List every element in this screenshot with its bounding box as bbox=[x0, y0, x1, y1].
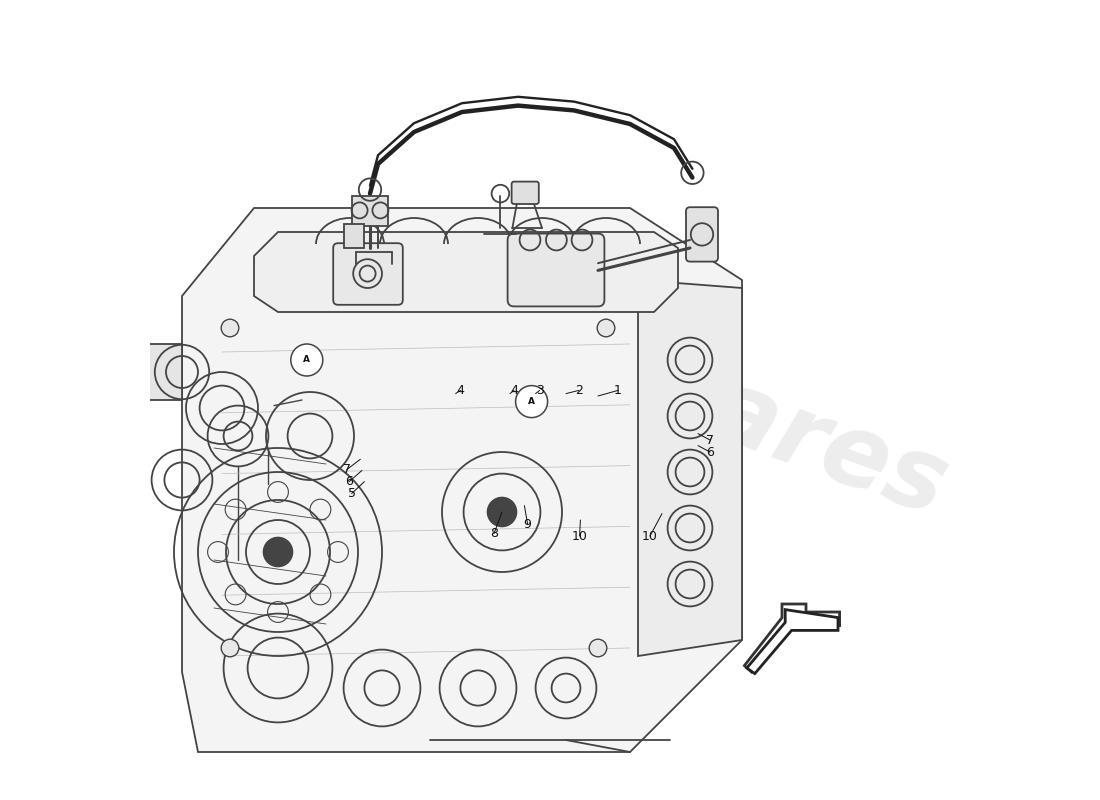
Polygon shape bbox=[638, 280, 743, 656]
Text: 6: 6 bbox=[706, 446, 714, 458]
Polygon shape bbox=[182, 208, 742, 752]
Text: 9: 9 bbox=[524, 518, 531, 530]
Polygon shape bbox=[352, 196, 388, 226]
Text: 7: 7 bbox=[706, 434, 714, 446]
Circle shape bbox=[221, 319, 239, 337]
Text: 10: 10 bbox=[572, 530, 587, 542]
Text: 4: 4 bbox=[510, 384, 518, 397]
Polygon shape bbox=[343, 224, 364, 248]
Circle shape bbox=[597, 319, 615, 337]
Circle shape bbox=[590, 639, 607, 657]
FancyBboxPatch shape bbox=[686, 207, 718, 262]
Circle shape bbox=[290, 344, 322, 376]
Polygon shape bbox=[747, 610, 838, 674]
FancyBboxPatch shape bbox=[333, 243, 403, 305]
Text: 5: 5 bbox=[348, 487, 355, 500]
Polygon shape bbox=[254, 232, 678, 312]
Polygon shape bbox=[745, 604, 839, 672]
Text: 4: 4 bbox=[456, 384, 464, 397]
Text: 8: 8 bbox=[490, 527, 498, 540]
Text: A: A bbox=[304, 355, 310, 365]
Text: eurospares: eurospares bbox=[332, 230, 960, 538]
Polygon shape bbox=[142, 344, 182, 400]
Text: 3: 3 bbox=[536, 384, 543, 397]
Circle shape bbox=[264, 538, 293, 566]
Circle shape bbox=[487, 498, 516, 526]
Circle shape bbox=[516, 386, 548, 418]
Text: 6: 6 bbox=[345, 475, 353, 488]
FancyBboxPatch shape bbox=[512, 182, 539, 204]
Text: a passion for parts since 1985: a passion for parts since 1985 bbox=[315, 552, 658, 696]
Text: 1: 1 bbox=[614, 384, 622, 397]
Text: 10: 10 bbox=[642, 530, 658, 542]
Text: A: A bbox=[528, 397, 535, 406]
FancyBboxPatch shape bbox=[507, 234, 604, 306]
Circle shape bbox=[221, 639, 239, 657]
Text: 7: 7 bbox=[343, 463, 351, 476]
Text: 2: 2 bbox=[575, 384, 583, 397]
